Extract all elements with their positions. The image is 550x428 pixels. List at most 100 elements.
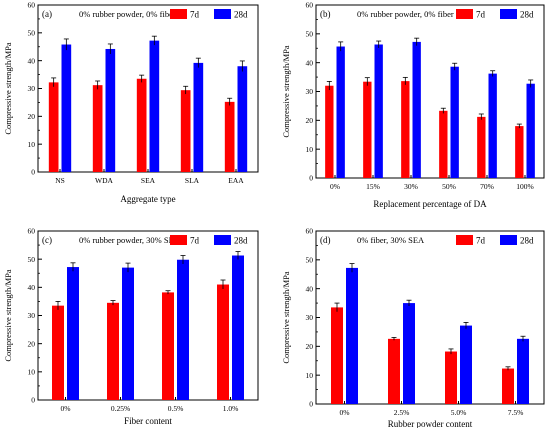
x-tick-label: 0.5% [168,404,184,413]
bar-28d-5 [488,73,497,178]
legend-swatch-28d [214,9,231,19]
y-axis-label: Compressive strength/MPa [281,45,291,138]
bar-7d-1 [48,82,59,172]
y-tick-label: 60 [306,1,314,10]
bar-7d-4 [502,368,514,404]
x-tick-label: 70% [480,182,494,191]
y-tick-label: 40 [306,58,314,67]
bar-7d-2 [363,81,372,178]
panel-label: (c) [42,235,52,245]
x-tick-label: 15% [366,182,380,191]
panel-label: (a) [42,9,52,19]
x-tick-label: EAA [228,176,244,185]
bar-28d-1 [67,267,79,400]
y-tick-label: 30 [28,84,36,93]
x-tick-label: 7.5% [508,408,524,417]
panel-label: (b) [320,9,331,19]
x-tick-label: 0% [61,404,71,413]
bar-7d-1 [331,307,343,404]
panel-annotation: 0% rubber powder, 0% fiber [79,9,176,19]
y-tick-label: 20 [306,342,314,351]
bar-7d-5 [224,101,235,172]
legend-swatch-28d [214,235,231,245]
bar-28d-1 [61,44,72,173]
bar-28d-3 [460,325,472,404]
bar-28d-2 [403,303,415,404]
bar-28d-2 [122,267,134,400]
y-tick-label: 20 [28,112,36,121]
bar-28d-2 [374,44,383,179]
bar-28d-4 [193,62,204,172]
legend-label-7d: 7d [190,10,200,20]
legend-label-28d: 28d [234,236,248,246]
y-tick-label: 20 [28,339,36,348]
bar-7d-4 [217,284,229,400]
x-tick-label: 0% [330,182,340,191]
y-tick-label: 10 [306,371,314,380]
x-tick-label: 2.5% [394,408,410,417]
bar-7d-1 [325,85,334,178]
x-tick-label: 50% [442,182,456,191]
bar-7d-6 [515,126,524,178]
y-tick-label: 30 [28,311,36,320]
bar-28d-3 [177,259,189,400]
y-tick-label: 0 [31,168,35,177]
bar-28d-4 [450,66,459,178]
chart-panel-4: 0 10 20 30 40 50 60 0% 2.5% 5.0% 7.5% (d) 0% fiber, … [281,227,545,428]
x-tick-label: 0.25% [111,404,130,413]
x-tick-label: NS [55,176,65,185]
panel-label: (d) [320,235,331,245]
legend-swatch-7d [170,235,187,245]
legend-swatch-28d [500,235,517,245]
y-tick-label: 0 [31,396,35,405]
y-tick-label: 50 [306,29,314,38]
x-tick-label: 1.0% [223,404,239,413]
x-axis-label: Aggregate type [120,194,175,204]
bar-7d-4 [180,90,191,172]
bar-28d-1 [346,267,358,404]
x-tick-label: SLA [185,176,200,185]
chart-panel-3: 0 10 20 30 40 50 60 0% 0.25% 0.5% 1.0% (c) 0% rubber… [3,227,259,426]
y-axis-label: Compressive strength/MPa [3,42,13,135]
y-tick-label: 10 [28,140,36,149]
bar-7d-2 [92,85,103,172]
bar-7d-3 [136,78,147,172]
bar-7d-3 [401,81,410,178]
y-tick-label: 30 [306,87,314,96]
bar-7d-1 [52,305,64,400]
x-tick-label: 100% [516,182,534,191]
x-tick-label: 30% [404,182,418,191]
panel-annotation: 0% rubber powder, 30% SEA [79,235,181,245]
legend-label-28d: 28d [520,236,534,246]
y-tick-label: 40 [306,284,314,293]
x-tick-label: 5.0% [451,408,467,417]
bar-28d-3 [412,41,421,179]
bar-28d-4 [232,255,244,400]
y-tick-label: 40 [28,56,36,65]
y-tick-label: 60 [306,227,314,236]
bar-7d-5 [477,116,486,178]
legend-swatch-7d [456,9,473,19]
x-tick-label: WDA [95,176,113,185]
y-tick-label: 60 [28,227,36,236]
panel-annotation: 0% fiber, 30% SEA [357,235,425,245]
x-axis-label: Replacement percentage of DA [373,199,487,209]
y-tick-label: 30 [306,313,314,322]
legend-swatch-7d [456,235,473,245]
chart-panel-2: 0 10 20 30 40 50 60 0% 15% 30% 50% 70% 100% (b) 0% rub… [281,1,545,209]
legend-label-7d: 7d [476,236,486,246]
y-tick-label: 0 [309,174,313,183]
bar-7d-2 [107,302,119,400]
y-axis-label: Compressive strength/MPa [281,271,291,364]
y-tick-label: 10 [28,367,36,376]
x-tick-label: 0% [340,408,350,417]
x-axis-label: Fiber content [124,416,172,426]
y-tick-label: 40 [28,283,36,292]
y-tick-label: 60 [28,1,36,10]
legend-swatch-28d [500,9,517,19]
y-tick-label: 50 [28,28,36,37]
bar-28d-2 [105,48,116,172]
bar-28d-5 [237,66,248,172]
y-tick-label: 50 [306,255,314,264]
